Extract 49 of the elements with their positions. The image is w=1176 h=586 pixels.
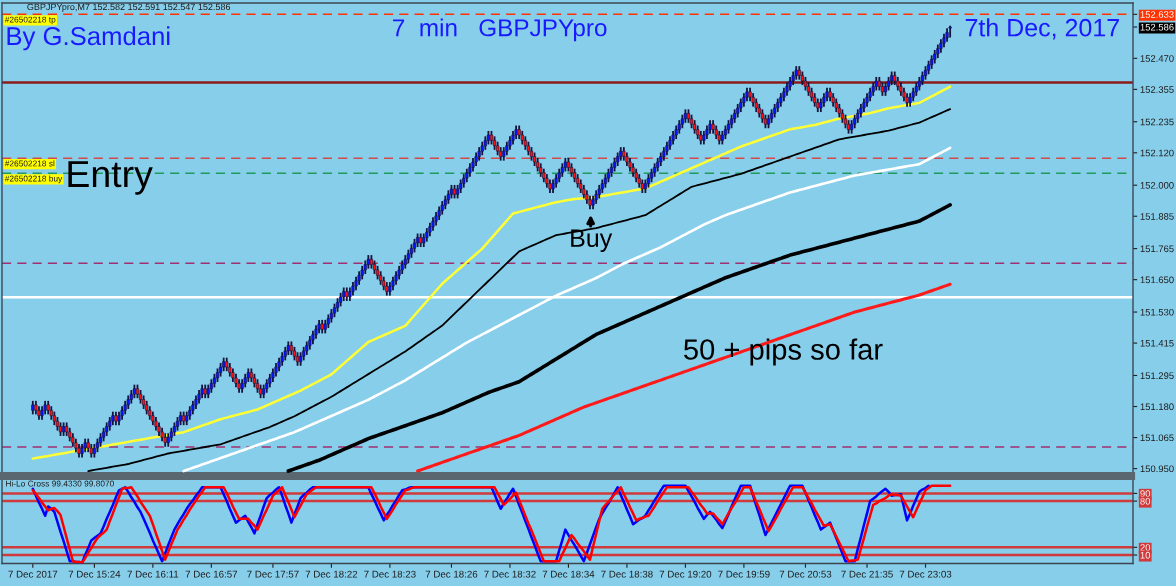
x-tick-label: 7 Dec 19:20 [659,570,712,578]
y-tick-label: 152.470 [1140,55,1174,62]
annotation: Buy [571,229,613,252]
y-tick-label: 151.650 [1140,276,1174,284]
ref-line-label: #26502218 buy [4,175,63,184]
x-tick-label: 7 Dec 21:35 [841,570,893,578]
x-tick-label: 7 Dec 2017 [8,570,58,578]
x-tick-label: 7 Dec 20:53 [779,570,832,578]
y-tick-label: 80 [1140,497,1151,505]
x-tick-label: 7 Dec 18:38 [601,570,653,578]
x-tick-label: 7 Dec 15:24 [68,570,121,578]
x-tick-label: 7 Dec 18:26 [425,570,478,578]
annotation: GBPJPYpro,M7 152.582 152.591 152.547 152.586 [27,3,231,12]
ref-line-label: #26502218 sl [4,160,55,167]
y-tick-label: 152.120 [1140,149,1174,157]
y-tick-label: 152.633 [1140,11,1174,18]
y-tick-label: 151.885 [1140,213,1174,220]
y-tick-label: 151.415 [1140,340,1174,347]
y-tick-label: 150.950 [1140,465,1174,473]
annotation: Entry [68,161,153,195]
x-tick-label: 7 Dec 17:57 [247,570,299,578]
y-tick-label: 151.765 [1140,245,1174,253]
y-tick-label: 151.295 [1140,372,1174,379]
y-tick-label: 152.000 [1140,182,1174,189]
y-tick-label: 10 [1140,551,1151,559]
x-tick-label: 7 Dec 16:11 [127,570,179,578]
y-tick-label: 151.180 [1140,403,1174,411]
y-tick-label: 151.065 [1140,434,1174,442]
text: 7 min GBPJPYpro [393,18,607,42]
y-tick-label: 90 [1140,490,1151,497]
ref-line-label: #26502218 tp [4,16,56,25]
annotation: By G.Samdani [7,26,170,51]
text: 7th Dec, 2017 [965,18,1119,40]
y-tick-label: 20 [1140,544,1151,551]
y-tick-label: 152.355 [1140,86,1174,93]
y-tick-label: 152.586 [1140,23,1174,31]
annotation: 50 + pips so far [684,338,883,366]
x-tick-label: 7 Dec 18:23 [364,570,416,578]
x-tick-label: 7 Dec 18:22 [305,570,358,578]
x-tick-label: 7 Dec 19:59 [718,570,770,578]
x-tick-label: 7 Dec 18:32 [484,570,536,578]
line-series [286,203,952,473]
annotation: Hi-Lo Cross 99.4330 99.8070 [6,480,114,487]
y-tick-label: 151.530 [1140,308,1174,316]
x-tick-label: 7 Dec 23:03 [899,570,952,578]
line-series [416,282,952,473]
y-tick-label: 152.235 [1140,118,1174,126]
x-tick-label: 7 Dec 18:34 [542,570,595,578]
x-tick-label: 7 Dec 16:57 [185,570,238,578]
